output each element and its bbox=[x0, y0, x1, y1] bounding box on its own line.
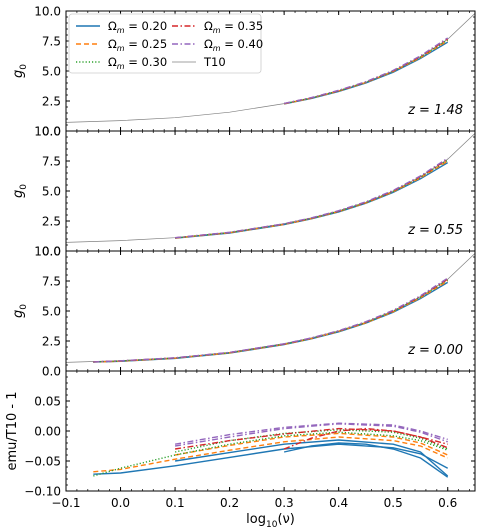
x-tick-label: −0.1 bbox=[51, 496, 80, 510]
y-axis-label: emu/T10 - 1 bbox=[5, 392, 20, 471]
series-group bbox=[66, 253, 475, 363]
x-tick-label: 0.3 bbox=[275, 496, 294, 510]
series-line bbox=[93, 280, 449, 363]
panel-z055: 0.0 2.5 5.0 7.5 10.0 g0 z = 0.55 bbox=[11, 125, 476, 259]
redshift-annotation: z = 1.48 bbox=[407, 103, 463, 118]
series-line bbox=[93, 279, 449, 363]
series-line bbox=[175, 162, 449, 239]
y-tick-label: −0.05 bbox=[24, 455, 61, 469]
series-line bbox=[283, 41, 449, 105]
series-line bbox=[175, 157, 449, 239]
series-line bbox=[283, 427, 448, 450]
legend-entry-label: Ωm = 0.20 bbox=[108, 19, 167, 35]
legend-entry-label: Ωm = 0.35 bbox=[204, 19, 263, 35]
y-axis-label: g0 bbox=[11, 304, 29, 318]
legend-box bbox=[68, 13, 262, 74]
x-tick-label: 0.6 bbox=[438, 496, 457, 510]
y-tick-label: −0.10 bbox=[24, 485, 61, 499]
legend-entry-label: Ωm = 0.30 bbox=[108, 55, 167, 71]
series-line bbox=[283, 40, 449, 105]
y-tick-label: 2.5 bbox=[42, 335, 61, 349]
series-line bbox=[174, 422, 448, 445]
x-tick-label: 0.0 bbox=[111, 496, 130, 510]
series-line bbox=[175, 160, 449, 239]
series-group bbox=[66, 133, 475, 243]
series-line bbox=[93, 278, 449, 363]
y-axis-label: g0 bbox=[11, 64, 29, 78]
legend-entry-label: Ωm = 0.25 bbox=[108, 37, 167, 53]
redshift-annotation: z = 0.00 bbox=[407, 343, 463, 358]
x-tick-label: 0.2 bbox=[220, 496, 239, 510]
y-tick-label: 7.5 bbox=[42, 275, 61, 289]
series-line bbox=[283, 38, 449, 105]
y-tick-label: 10.0 bbox=[34, 125, 61, 139]
legend-entry-label: T10 bbox=[203, 55, 226, 69]
x-tick-label: 0.1 bbox=[166, 496, 185, 510]
legend: Ωm = 0.20 Ωm = 0.25 Ωm = 0.30 Ωm = 0.35 Ωm =… bbox=[68, 13, 263, 74]
series-group bbox=[93, 422, 449, 478]
x-axis-label: log10(ν) bbox=[246, 512, 295, 527]
series-line bbox=[283, 37, 449, 105]
y-tick-label: 5.0 bbox=[42, 305, 61, 319]
y-tick-label: 0.0 bbox=[42, 125, 61, 139]
series-line bbox=[174, 439, 449, 477]
y-tick-label: 10.0 bbox=[34, 5, 61, 19]
redshift-annotation: z = 0.55 bbox=[407, 223, 463, 238]
series-line bbox=[175, 158, 449, 239]
series-line bbox=[283, 442, 449, 478]
y-tick-label: 0.0 bbox=[42, 365, 61, 379]
panel-ratio: −0.10 −0.05 0.00 0.05 −0.1 0.0 0.1 0.2 0.3 0.4 0.5… bbox=[5, 370, 476, 527]
series-group bbox=[66, 13, 475, 123]
y-tick-label: 2.5 bbox=[42, 215, 61, 229]
y-tick-label: 0.05 bbox=[34, 395, 61, 409]
x-tick-label: 0.5 bbox=[384, 496, 403, 510]
series-line bbox=[93, 436, 448, 473]
y-tick-label: 2.5 bbox=[42, 95, 61, 109]
series-line bbox=[93, 277, 449, 363]
series-line bbox=[175, 159, 449, 239]
series-line bbox=[283, 39, 449, 105]
x-tick-label: 0.4 bbox=[329, 496, 348, 510]
panel-z000: 0.0 2.5 5.0 7.5 10.0 g0 z = 0.00 bbox=[11, 245, 476, 379]
series-line bbox=[93, 281, 449, 363]
y-axis-label: g0 bbox=[11, 184, 29, 198]
series-line bbox=[93, 443, 449, 475]
legend-entry-label: Ωm = 0.40 bbox=[204, 37, 263, 53]
y-tick-label: 7.5 bbox=[42, 155, 61, 169]
y-tick-label: 0.0 bbox=[42, 245, 61, 259]
y-tick-label: 7.5 bbox=[42, 35, 61, 49]
y-tick-label: 5.0 bbox=[42, 185, 61, 199]
y-tick-label: 10.0 bbox=[34, 245, 61, 259]
y-tick-label: 0.00 bbox=[34, 425, 61, 439]
y-tick-label: 5.0 bbox=[42, 65, 61, 79]
